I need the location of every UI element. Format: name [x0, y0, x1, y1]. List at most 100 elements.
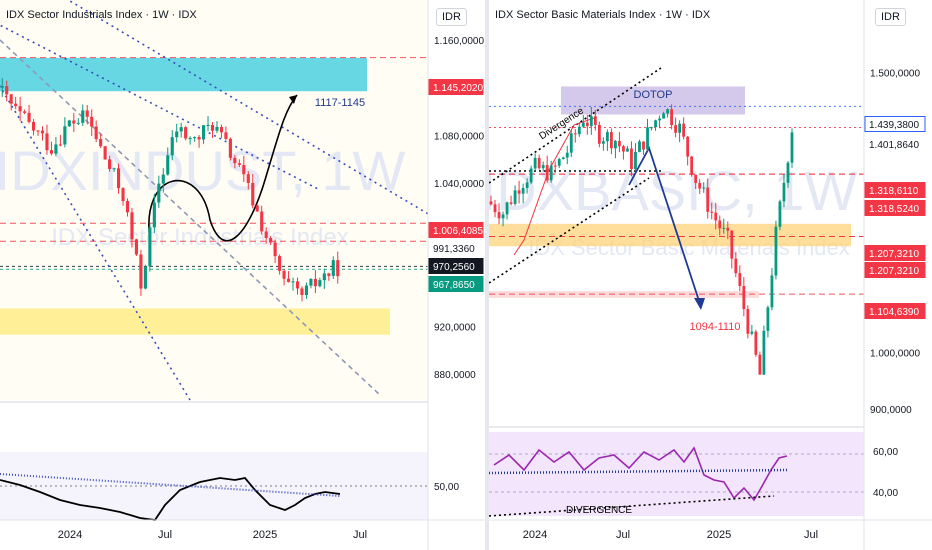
time-axis-label: 2024 — [523, 529, 547, 541]
candle — [622, 144, 625, 160]
candle — [630, 141, 633, 177]
price-tag-dark[interactable]: 970,2560 — [428, 258, 484, 274]
candle-body — [210, 124, 215, 131]
right-currency-button[interactable]: IDR — [875, 8, 906, 26]
candle — [654, 119, 657, 131]
price-tag-red[interactable]: 1.104,6390 — [864, 303, 926, 319]
right-projection-path[interactable] — [628, 145, 702, 308]
right-chart-pane[interactable]: IDXBASIC, 1W IDX Sector Basic Materials … — [489, 0, 932, 550]
candle — [54, 137, 58, 157]
left-projection-path[interactable] — [148, 94, 298, 242]
candle-body — [81, 110, 85, 123]
left-channel-line[interactable] — [0, 70, 191, 401]
candle — [497, 203, 501, 225]
candle-body — [706, 187, 710, 212]
right-rsi-tick: 40,00 — [873, 488, 898, 499]
price-tag-label: 967,8650 — [433, 280, 475, 291]
right-lower-trendline[interactable] — [489, 177, 650, 284]
left-chart-canvas[interactable]: IDXINDUST, 1W IDX Sector Industrials Ind… — [0, 0, 485, 550]
candle — [626, 145, 629, 152]
candle-body — [278, 256, 282, 271]
right-chart-canvas[interactable]: IDXBASIC, 1W IDX Sector Basic Materials … — [489, 0, 932, 550]
price-tag-red[interactable]: 1.207,3210 — [864, 262, 926, 278]
price-tag-green[interactable]: 967,8650 — [428, 276, 484, 292]
candle — [304, 282, 309, 299]
candle-body — [573, 133, 577, 135]
candle-body — [786, 162, 790, 183]
candle-body — [36, 130, 40, 132]
candle-body — [650, 127, 653, 129]
candle-body — [264, 231, 268, 238]
candle-body — [654, 120, 657, 128]
price-tag-red[interactable]: 1.006,4085 — [428, 222, 484, 238]
candle — [76, 118, 80, 126]
candle-body — [269, 237, 273, 243]
price-tag-red[interactable]: 1.318,5240 — [864, 200, 926, 216]
right-chart-title: IDX Sector Basic Materials Index · 1W · … — [495, 9, 711, 21]
candle-body — [143, 266, 147, 289]
price-tag-box — [864, 200, 926, 216]
candle-body — [738, 273, 742, 287]
candle — [614, 140, 617, 159]
candle-body — [300, 288, 304, 296]
price-tag-plain[interactable]: 1.401,8640 — [864, 136, 926, 152]
candle — [31, 118, 36, 136]
candle-body — [758, 354, 762, 375]
pane-divider[interactable] — [485, 0, 489, 550]
left-currency-button[interactable]: IDR — [436, 8, 467, 26]
candle — [686, 135, 690, 166]
left-channel-line[interactable] — [0, 20, 321, 191]
candle-body — [184, 127, 188, 139]
price-tag-red[interactable]: 1.145,2020 — [428, 79, 484, 95]
candle-body — [27, 112, 31, 122]
candle — [242, 155, 246, 182]
candle-body — [609, 132, 613, 149]
candle — [746, 305, 750, 339]
candle-body — [14, 103, 18, 107]
candle — [206, 116, 210, 132]
candle — [658, 115, 661, 129]
price-tag-red[interactable]: 1.318,6110 — [864, 182, 926, 198]
left-chart-pane[interactable]: IDXINDUST, 1W IDX Sector Industrials Ind… — [0, 0, 485, 550]
price-tag-plain[interactable]: 991,3360 — [428, 240, 484, 256]
price-tag-red[interactable]: 1.207,3210 — [864, 245, 926, 261]
candle-body — [112, 168, 116, 170]
candle-body — [742, 286, 746, 310]
candle — [63, 117, 67, 148]
candle — [336, 251, 340, 284]
candle — [634, 143, 637, 172]
candle-body — [134, 239, 139, 255]
price-tag-blue[interactable]: 1.439,3800 — [864, 116, 926, 132]
candle-body — [774, 226, 778, 276]
candle-body — [634, 151, 637, 170]
candle — [116, 163, 121, 194]
candle — [690, 155, 694, 177]
price-tag-box — [428, 258, 484, 274]
candle-body — [286, 278, 291, 282]
left-channel-line[interactable] — [0, 39, 381, 396]
time-axis-label: 2025 — [707, 529, 731, 541]
candle-body — [161, 174, 165, 184]
candle — [517, 180, 521, 204]
right-rsi-trendline[interactable] — [489, 468, 790, 475]
candle — [27, 104, 31, 124]
price-axis-tick: 1.500,0000 — [870, 68, 920, 79]
candle — [525, 178, 529, 194]
candle — [489, 195, 493, 206]
candle — [300, 286, 304, 302]
candle-body — [58, 144, 62, 146]
candle — [81, 104, 85, 126]
candle — [313, 270, 317, 294]
right-rsi-divergence-label: DIVERGENCE — [566, 505, 632, 516]
candle-body — [618, 140, 621, 147]
candle-body — [597, 124, 601, 144]
candle-body — [9, 94, 13, 104]
candle — [505, 201, 509, 220]
price-tag-box — [864, 262, 926, 278]
candle-body — [54, 144, 58, 154]
candle-body — [553, 165, 557, 167]
price-tag-box — [428, 240, 484, 256]
candle — [730, 229, 734, 269]
candle-body — [726, 227, 730, 231]
candle — [553, 161, 557, 174]
